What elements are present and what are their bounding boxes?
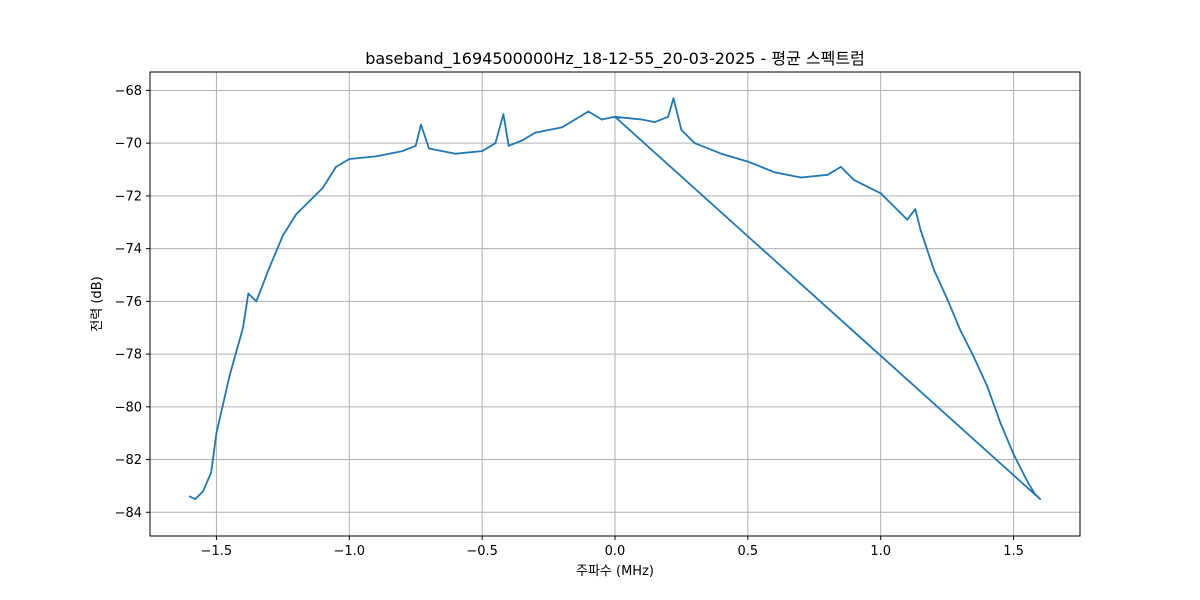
data-point xyxy=(388,152,391,155)
data-point xyxy=(494,142,497,145)
data-point xyxy=(295,213,298,216)
data-point xyxy=(321,187,324,189)
data-point xyxy=(587,110,590,113)
data-point xyxy=(746,160,749,163)
data-point xyxy=(247,292,250,295)
data-point xyxy=(893,205,895,208)
x-tick-label: 1.5 xyxy=(1003,544,1024,559)
x-tick-label: −1.5 xyxy=(201,544,233,559)
data-point xyxy=(1025,479,1028,482)
y-tick-label: −82 xyxy=(115,453,142,468)
y-tick-label: −84 xyxy=(115,506,142,521)
x-tick-label: 1.0 xyxy=(870,544,891,559)
data-point xyxy=(680,129,683,131)
data-point xyxy=(215,432,218,435)
data-point xyxy=(959,329,962,332)
data-point xyxy=(414,144,417,147)
data-point xyxy=(986,384,988,387)
data-point xyxy=(614,115,616,118)
data-point xyxy=(853,179,856,181)
data-point xyxy=(560,126,563,129)
y-axis-title: 전력 (dB) xyxy=(90,276,105,331)
data-point xyxy=(800,176,802,179)
data-point xyxy=(335,166,337,168)
series-line xyxy=(189,97,1041,501)
x-tick-label: 0.0 xyxy=(605,544,626,559)
data-point xyxy=(454,152,457,155)
data-point xyxy=(420,123,422,126)
data-point xyxy=(914,208,917,210)
y-tick-label: −78 xyxy=(115,348,142,363)
data-point xyxy=(242,326,244,329)
data-point xyxy=(188,495,191,498)
chart-title: baseband_1694500000Hz_18-12-55_20-03-202… xyxy=(365,49,865,69)
data-point xyxy=(600,118,603,121)
x-axis-title: 주파수 (MHz) xyxy=(576,564,654,579)
data-point xyxy=(653,121,656,123)
y-tick-label: −74 xyxy=(115,242,142,257)
y-tick-label: −76 xyxy=(115,295,142,310)
x-tick-label: 0.5 xyxy=(738,544,759,559)
data-point xyxy=(574,118,577,121)
data-point xyxy=(1039,498,1042,500)
data-point xyxy=(255,300,258,303)
data-point xyxy=(693,142,696,145)
data-point xyxy=(839,166,842,168)
x-axis: −1.5 −1.0 −0.5 0.0 0.5 1.0 1.5 xyxy=(201,536,1024,559)
data-point xyxy=(348,158,351,160)
data-point xyxy=(281,234,284,237)
x-tick-label: −0.5 xyxy=(466,544,498,559)
data-point xyxy=(906,218,909,221)
data-point xyxy=(972,355,975,358)
data-point xyxy=(401,150,404,152)
y-tick-label: −80 xyxy=(115,400,142,415)
data-point xyxy=(879,192,882,195)
data-point xyxy=(999,421,1002,424)
grid xyxy=(150,72,1080,536)
data-point xyxy=(194,498,197,500)
data-point xyxy=(672,97,675,100)
series-layer xyxy=(188,97,1042,501)
data-point xyxy=(946,297,949,300)
data-point xyxy=(428,147,430,150)
data-point xyxy=(210,471,213,474)
data-point xyxy=(720,152,723,155)
data-point xyxy=(374,155,377,158)
data-point xyxy=(1033,492,1036,495)
data-point xyxy=(640,118,643,121)
data-point xyxy=(932,268,935,271)
y-axis: −84 −82 −80 −78 −76 −74 −72 −70 −68 xyxy=(115,84,150,521)
y-tick-label: −70 xyxy=(115,137,142,152)
data-point xyxy=(521,139,523,142)
data-point xyxy=(534,131,537,134)
data-point xyxy=(481,150,484,152)
data-point xyxy=(919,229,922,232)
data-point xyxy=(228,374,231,377)
data-point xyxy=(667,115,670,118)
data-point xyxy=(502,113,505,116)
y-tick-label: −72 xyxy=(115,189,142,204)
data-point xyxy=(1012,453,1015,456)
data-point xyxy=(507,144,510,147)
data-point xyxy=(202,490,205,493)
data-point xyxy=(826,173,829,176)
y-tick-label: −68 xyxy=(115,84,142,99)
x-tick-label: −1.0 xyxy=(333,544,365,559)
data-point xyxy=(268,266,271,268)
data-point xyxy=(773,171,776,174)
